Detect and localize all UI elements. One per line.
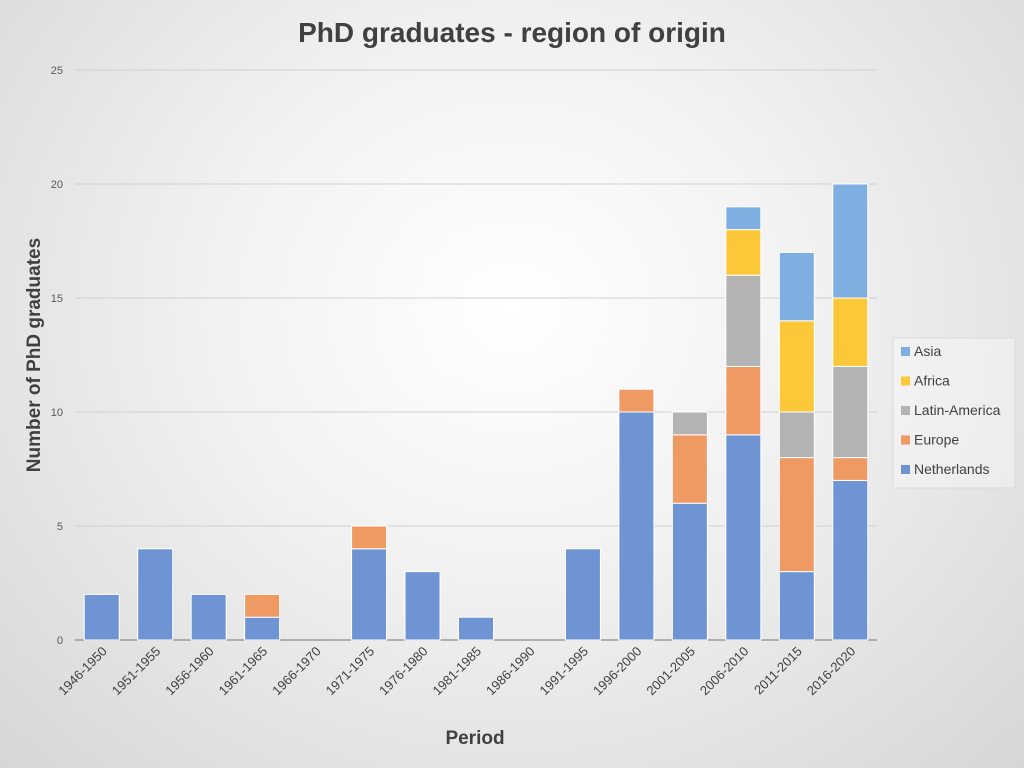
legend-swatch	[901, 435, 910, 445]
legend-label: Africa	[914, 373, 950, 389]
x-tick-label: 2001-2005	[643, 644, 698, 699]
x-tick-label: 2006-2010	[697, 644, 752, 699]
legend-label: Latin-America	[914, 402, 1001, 418]
bar-segment-netherlands	[832, 479, 869, 641]
bar-segment-europe	[725, 365, 762, 436]
y-tick-label: 15	[51, 293, 63, 305]
bar-segment-latin-america	[725, 274, 762, 367]
legend-swatch	[901, 406, 910, 415]
bar-segment-netherlands	[190, 593, 227, 641]
legend-swatch	[901, 347, 910, 356]
x-tick-label: 1971-1975	[323, 644, 378, 699]
bar-segment-asia	[778, 251, 815, 322]
bar-segment-africa	[778, 320, 815, 413]
bar-segment-netherlands	[564, 548, 601, 641]
legend-label: Asia	[914, 343, 941, 359]
bar-segment-netherlands	[351, 548, 388, 641]
bar-segment-netherlands	[725, 434, 762, 641]
bar-segment-asia	[832, 183, 869, 299]
y-tick-label: 5	[57, 521, 63, 533]
legend-label: Netherlands	[914, 461, 990, 477]
legend-swatch	[901, 376, 910, 386]
bar-segment-europe	[244, 593, 281, 618]
x-tick-label: 1961-1965	[216, 644, 271, 699]
x-tick-label: 1986-1990	[483, 644, 538, 699]
y-tick-label: 0	[57, 635, 63, 647]
x-tick-label: 1951-1955	[109, 644, 164, 699]
x-axis-ticks: 1946-19501951-19551956-19601961-19651966…	[55, 644, 858, 699]
bar-segment-netherlands	[83, 593, 120, 641]
y-axis-ticks: 0 5 10 15 20 25	[51, 65, 63, 647]
legend-label: Europe	[914, 432, 959, 448]
legend: Asia Africa Latin-America Europe Netherlands	[892, 337, 1016, 489]
x-tick-label: 1991-1995	[536, 644, 591, 699]
bar-segment-africa	[832, 297, 869, 367]
y-tick-label: 10	[51, 407, 63, 419]
bar-segment-africa	[725, 229, 762, 276]
bar-segment-netherlands	[778, 571, 815, 641]
bar-segment-asia	[725, 206, 762, 231]
x-tick-label: 2016-2020	[804, 644, 859, 699]
x-axis-title: Period	[445, 728, 504, 749]
bar-segment-netherlands	[618, 411, 655, 641]
bar-segment-latin-america	[671, 411, 708, 436]
bar-segment-europe	[832, 457, 869, 481]
x-tick-label: 1966-1970	[269, 644, 324, 699]
legend-swatch	[901, 465, 910, 474]
y-tick-label: 20	[51, 179, 63, 191]
bar-segment-latin-america	[778, 411, 815, 459]
bar-segment-netherlands	[244, 616, 281, 641]
bar-segment-latin-america	[832, 365, 869, 459]
bar-segment-europe	[351, 525, 388, 550]
bar-segment-netherlands	[458, 616, 494, 641]
x-tick-label: 1976-1980	[376, 644, 431, 699]
bar-segment-netherlands	[671, 502, 708, 641]
bar-segment-netherlands	[137, 548, 174, 641]
y-axis-title: Number of PhD graduates	[24, 238, 45, 472]
x-tick-label: 1946-1950	[55, 644, 110, 699]
bar-segment-europe	[618, 388, 655, 413]
x-tick-label: 1956-1960	[162, 644, 217, 699]
x-tick-label: 1981-1985	[430, 644, 485, 699]
bar-segment-europe	[778, 457, 815, 573]
bar-segment-europe	[671, 434, 708, 504]
chart-title: PhD graduates - region of origin	[298, 17, 726, 48]
bars	[83, 183, 869, 641]
y-tick-label: 25	[51, 65, 63, 77]
x-tick-label: 2011-2015	[751, 644, 805, 698]
x-tick-label: 1996-2000	[590, 644, 645, 699]
legend-box	[892, 337, 1016, 489]
bar-segment-netherlands	[404, 571, 441, 641]
